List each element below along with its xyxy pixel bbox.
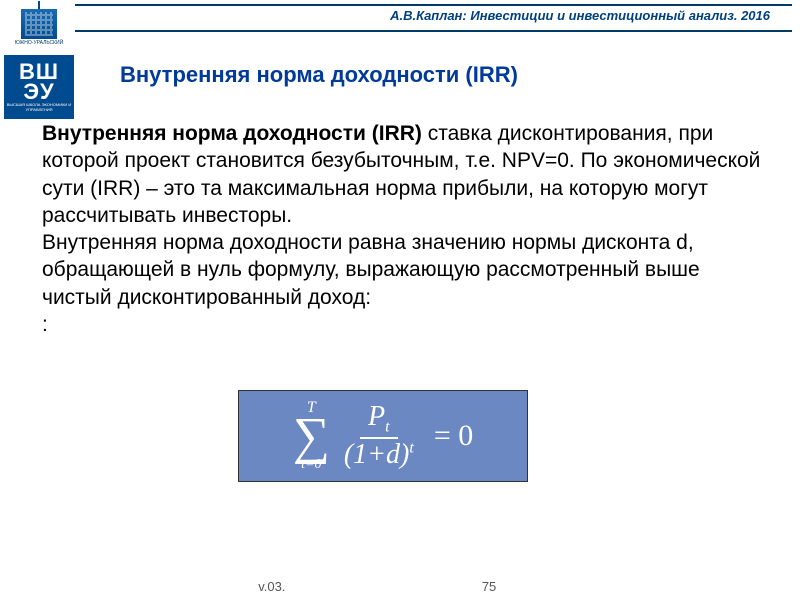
body-trailing-colon: : bbox=[42, 313, 48, 336]
logo: ЮЖНО-УРАЛЬСКИЙ ВШ ЭУ ВЫСШАЯ ШКОЛА ЭКОНОМ… bbox=[4, 0, 74, 119]
body-text: Внутренняя норма доходности (IRR) ставка… bbox=[42, 120, 772, 338]
logo-tiny-label: ВЫСШАЯ ШКОЛА ЭКОНОМИКИ И УПРАВЛЕНИЯ bbox=[4, 103, 74, 112]
denominator-text: (1+d) bbox=[344, 439, 410, 470]
formula: T ∑ t=0 Pt (1+d)t = 0 bbox=[238, 390, 528, 482]
logo-text-line2: ЭУ bbox=[23, 82, 54, 102]
slide-title: Внутренняя норма доходности (IRR) bbox=[120, 62, 760, 88]
numerator-base: P bbox=[368, 401, 385, 432]
logo-top: ЮЖНО-УРАЛЬСКИЙ bbox=[4, 0, 74, 55]
sum-lower-limit: t=0 bbox=[301, 458, 321, 472]
body-para2: Внутренняя норма доходности равна значен… bbox=[42, 231, 700, 309]
denominator: (1+d)t bbox=[336, 439, 422, 471]
logo-top-label: ЮЖНО-УРАЛЬСКИЙ bbox=[15, 41, 64, 46]
body-bold-term: Внутренняя норма доходности (IRR) bbox=[42, 122, 422, 145]
numerator-sub: t bbox=[385, 419, 389, 436]
footer-version: v.03. bbox=[258, 579, 478, 594]
header-rule-top bbox=[75, 4, 792, 6]
equals-zero: = 0 bbox=[434, 419, 473, 453]
sigma-block: T ∑ t=0 bbox=[293, 400, 330, 472]
numerator: Pt bbox=[360, 401, 398, 439]
sigma-icon: ∑ bbox=[293, 416, 330, 458]
footer-page-number: 75 bbox=[482, 579, 542, 594]
logo-building-icon bbox=[21, 9, 57, 39]
denominator-exp: t bbox=[409, 439, 413, 456]
logo-bottom: ВШ ЭУ ВЫСШАЯ ШКОЛА ЭКОНОМИКИ И УПРАВЛЕНИ… bbox=[4, 55, 74, 119]
fraction: Pt (1+d)t bbox=[336, 401, 422, 471]
header-attribution: А.В.Каплан: Инвестиции и инвестиционный … bbox=[390, 8, 770, 23]
header-rule-bottom bbox=[75, 30, 792, 32]
footer: v.03. 75 bbox=[0, 579, 800, 594]
